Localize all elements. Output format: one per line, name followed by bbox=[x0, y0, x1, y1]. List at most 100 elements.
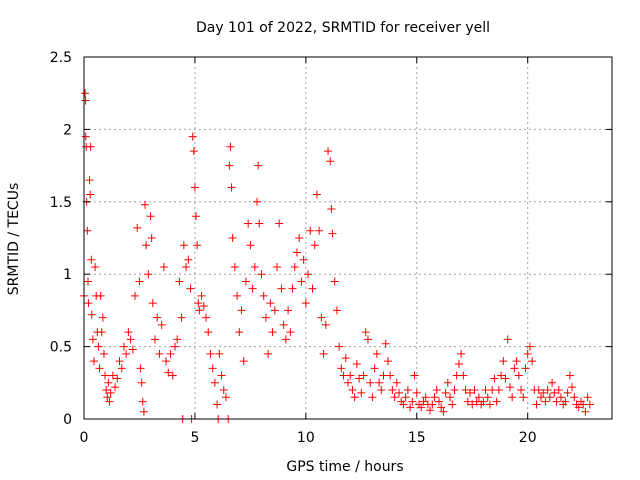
data-point bbox=[468, 400, 477, 409]
data-point bbox=[499, 357, 508, 366]
data-point bbox=[525, 342, 534, 351]
data-point bbox=[286, 328, 295, 337]
data-point bbox=[461, 386, 470, 395]
data-point bbox=[299, 255, 308, 264]
data-point bbox=[446, 393, 455, 402]
data-point bbox=[91, 262, 100, 271]
data-point bbox=[95, 364, 104, 373]
data-point bbox=[237, 306, 246, 315]
data-point bbox=[131, 291, 140, 300]
data-point bbox=[390, 393, 399, 402]
data-point bbox=[312, 190, 321, 199]
data-point bbox=[295, 234, 304, 242]
data-point bbox=[210, 378, 219, 387]
data-point bbox=[147, 234, 156, 242]
data-point bbox=[359, 371, 368, 380]
data-point bbox=[228, 234, 237, 242]
data-point bbox=[419, 397, 428, 406]
data-point bbox=[138, 397, 147, 406]
y-tick-label: 1.5 bbox=[50, 195, 72, 211]
data-point bbox=[281, 335, 290, 344]
data-point bbox=[221, 393, 230, 402]
data-point bbox=[512, 357, 521, 366]
data-point bbox=[297, 277, 306, 286]
data-point bbox=[292, 248, 301, 257]
data-point bbox=[101, 371, 110, 380]
data-point bbox=[479, 397, 488, 406]
data-point bbox=[253, 197, 262, 206]
data-point bbox=[388, 386, 397, 395]
data-point bbox=[117, 364, 126, 373]
data-point bbox=[545, 393, 554, 402]
data-point bbox=[139, 407, 148, 416]
data-point bbox=[233, 291, 242, 300]
data-point bbox=[377, 386, 386, 395]
data-point bbox=[259, 291, 268, 300]
data-point bbox=[226, 142, 235, 151]
data-point bbox=[273, 262, 282, 271]
data-point bbox=[505, 383, 514, 392]
data-point bbox=[430, 393, 439, 402]
data-point bbox=[81, 89, 90, 98]
data-point bbox=[337, 364, 346, 373]
data-point bbox=[86, 142, 95, 151]
data-point bbox=[370, 364, 379, 373]
data-point bbox=[290, 262, 299, 271]
data-point bbox=[266, 299, 275, 308]
data-point bbox=[96, 291, 105, 300]
data-point bbox=[230, 262, 239, 271]
data-point bbox=[150, 335, 159, 344]
data-point bbox=[412, 388, 421, 397]
data-point bbox=[241, 277, 250, 286]
data-point bbox=[428, 400, 437, 409]
data-point bbox=[485, 400, 494, 409]
data-point bbox=[257, 270, 266, 279]
data-point bbox=[87, 255, 96, 264]
data-point bbox=[208, 364, 217, 373]
data-point bbox=[85, 176, 94, 185]
data-point bbox=[321, 320, 330, 329]
data-point bbox=[141, 200, 150, 209]
data-point bbox=[170, 342, 179, 351]
data-points bbox=[80, 89, 594, 423]
data-point bbox=[443, 378, 452, 387]
data-point bbox=[401, 393, 410, 402]
x-axis-label: GPS time / hours bbox=[286, 459, 403, 475]
data-point bbox=[501, 374, 510, 383]
data-point bbox=[399, 400, 408, 409]
data-point bbox=[304, 270, 313, 279]
data-point bbox=[97, 328, 106, 337]
data-point bbox=[177, 313, 186, 322]
data-point bbox=[164, 368, 173, 377]
data-point bbox=[448, 400, 457, 409]
data-point bbox=[168, 371, 177, 380]
data-point bbox=[244, 219, 253, 228]
data-point bbox=[386, 371, 395, 380]
data-point bbox=[308, 284, 317, 293]
data-point bbox=[261, 313, 270, 322]
data-point bbox=[556, 393, 565, 402]
data-point bbox=[104, 378, 113, 387]
data-point bbox=[148, 299, 157, 308]
data-point bbox=[239, 357, 248, 366]
data-point bbox=[89, 357, 98, 366]
data-point bbox=[108, 371, 117, 380]
data-point bbox=[330, 277, 339, 286]
data-point bbox=[363, 335, 372, 344]
data-point bbox=[288, 284, 297, 293]
data-point bbox=[466, 388, 475, 397]
data-point bbox=[434, 397, 443, 406]
data-point bbox=[503, 335, 512, 344]
y-tick-label: 2.5 bbox=[50, 50, 72, 66]
data-point bbox=[541, 397, 550, 406]
data-point bbox=[179, 241, 188, 250]
data-point bbox=[122, 349, 131, 358]
data-point bbox=[537, 393, 546, 402]
data-point bbox=[175, 277, 184, 286]
data-point bbox=[193, 241, 202, 250]
data-point bbox=[277, 284, 286, 293]
data-point bbox=[346, 371, 355, 380]
data-point bbox=[392, 378, 401, 387]
data-point bbox=[142, 241, 151, 250]
